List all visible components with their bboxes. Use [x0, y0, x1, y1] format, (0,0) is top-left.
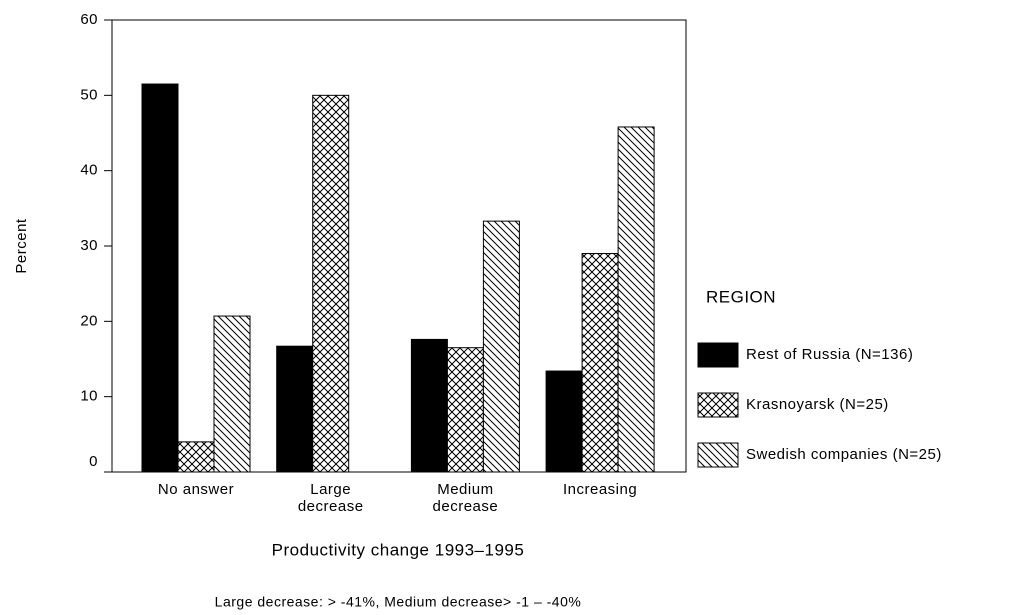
- legend-label: Krasnoyarsk (N=25): [746, 396, 889, 413]
- y-axis-label: Percent: [13, 218, 30, 274]
- y-tick-label: 10: [80, 388, 98, 405]
- bar: [446, 347, 484, 473]
- legend-swatch: [697, 342, 739, 368]
- x-tick-label: Increasing: [563, 481, 637, 498]
- x-tick-label: Medium decrease: [433, 481, 499, 515]
- y-tick-label: 20: [80, 312, 98, 329]
- x-axis-label: Productivity change 1993–1995: [272, 540, 525, 559]
- legend-label: Rest of Russia (N=136): [746, 346, 913, 363]
- bar: [312, 94, 350, 473]
- x-tick-label: No answer: [158, 481, 234, 498]
- legend-swatch: [697, 392, 739, 418]
- y-tick-label: 40: [80, 162, 98, 179]
- bar: [617, 126, 655, 473]
- bar: [545, 370, 583, 473]
- bar: [213, 315, 251, 473]
- x-tick-label: Large decrease: [298, 481, 364, 515]
- y-tick-label: 50: [80, 86, 98, 103]
- bar: [177, 441, 215, 473]
- legend-swatch: [697, 442, 739, 468]
- legend-label: Swedish companies (N=25): [746, 446, 942, 463]
- bar: [410, 338, 448, 473]
- bar: [276, 345, 314, 473]
- y-tick-label: 30: [80, 237, 98, 254]
- bar: [482, 220, 520, 473]
- y-tick-label: 60: [80, 11, 98, 28]
- bar: [141, 83, 179, 473]
- footnote: Large decrease: > -41%, Medium decrease>…: [215, 594, 582, 610]
- legend-title: REGION: [706, 287, 776, 306]
- bar: [581, 253, 619, 473]
- y-tick-label: 0: [89, 453, 98, 470]
